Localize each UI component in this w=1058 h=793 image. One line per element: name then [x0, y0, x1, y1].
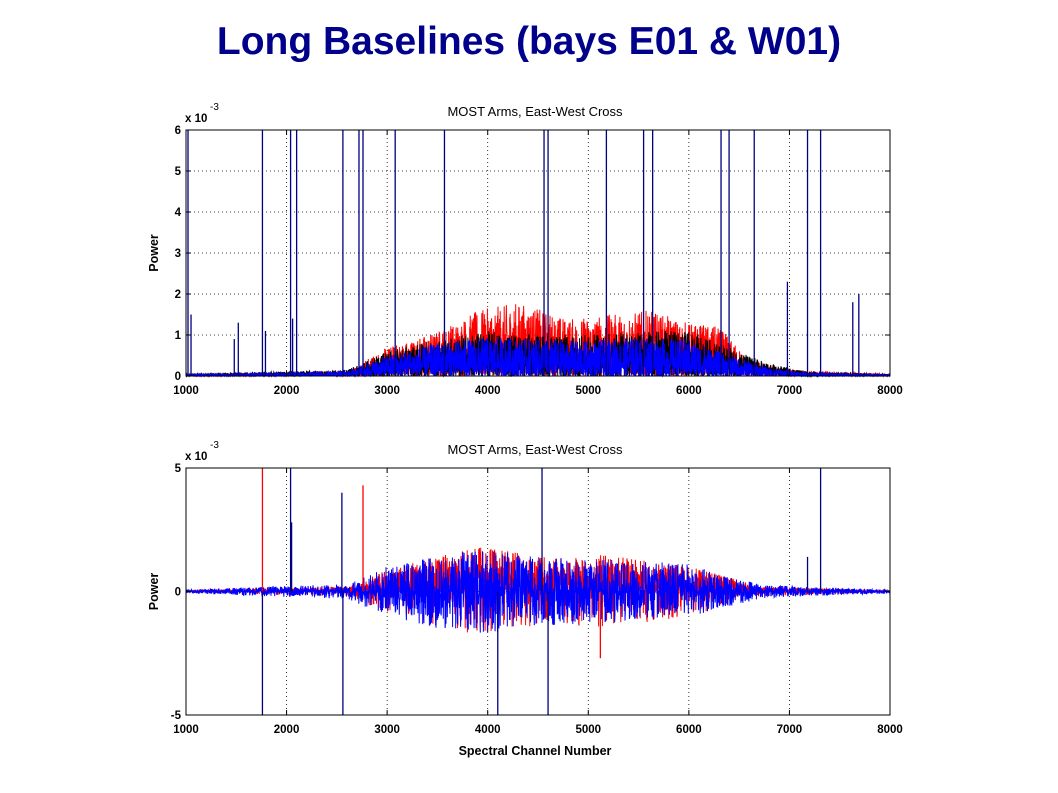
x-tick-label: 6000: [676, 385, 702, 397]
scale-exponent: -3: [210, 102, 219, 113]
x-tick-label: 2000: [274, 385, 300, 397]
x-tick-label: 1000: [173, 724, 199, 736]
scale-factor: x 10: [185, 451, 207, 463]
x-tick-label: 8000: [877, 385, 903, 397]
x-tick-label: 6000: [676, 724, 702, 736]
chart-2: 1000 2000 3000 4000 5000 6000 7000 8000 -5 0 5 MOST…: [147, 440, 903, 758]
x-tick-label: 8000: [877, 724, 903, 736]
y-tick-label: 4: [175, 207, 182, 219]
x-tick-label: 4000: [475, 724, 501, 736]
x-tick-label: 7000: [777, 724, 803, 736]
y-tick-label: 0: [175, 587, 181, 599]
y-tick-label: 0: [175, 371, 181, 383]
x-tick-label: 1000: [173, 385, 199, 397]
x-tick-label: 3000: [374, 385, 400, 397]
x-tick-label: 5000: [575, 724, 601, 736]
x-tick-label: 7000: [777, 385, 803, 397]
y-axis-label: Power: [147, 234, 161, 272]
y-tick-label: 5: [175, 166, 182, 178]
y-tick-label: 3: [175, 248, 181, 260]
x-tick-label: 2000: [274, 724, 300, 736]
series-2-line: [185, 551, 891, 633]
x-tick-label: 5000: [575, 385, 601, 397]
x-tick-label: 3000: [374, 724, 400, 736]
chart-title: MOST Arms, East-West Cross: [447, 442, 623, 457]
y-axis-label: Power: [147, 573, 161, 611]
chart-1: 1000 2000 3000 4000 5000 6000 7000 8000 0 1 2 3 4 5 6 M…: [147, 102, 903, 397]
y-tick-label: 6: [175, 125, 181, 137]
scale-factor: x 10: [185, 113, 207, 125]
series-3-line: [185, 337, 891, 378]
slide-title: Long Baselines (bays E01 & W01): [216, 20, 842, 63]
chart-title: MOST Arms, East-West Cross: [447, 104, 623, 119]
y-tick-label: 1: [175, 330, 182, 342]
x-axis-label: Spectral Channel Number: [459, 744, 612, 758]
x-tick-label: 4000: [475, 385, 501, 397]
y-tick-label: 5: [175, 463, 182, 475]
y-tick-label: -5: [171, 710, 182, 722]
y-tick-label: 2: [175, 289, 181, 301]
scale-exponent: -3: [210, 440, 219, 451]
